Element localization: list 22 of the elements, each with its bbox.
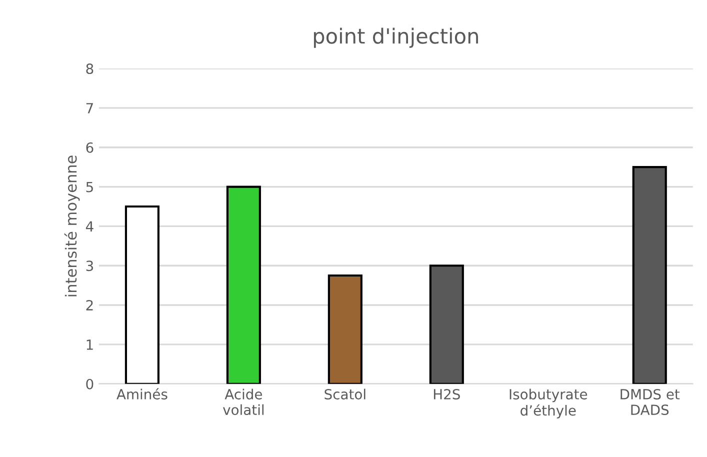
bar [632, 166, 667, 384]
bar [226, 186, 261, 384]
bar [124, 205, 160, 384]
bar [328, 274, 362, 384]
x-tick-label: Scatol [324, 388, 366, 400]
y-axis-title: intensité moyenne [64, 156, 80, 296]
y-tick-label: 1 [86, 340, 93, 350]
x-tick-label: Isobutyrate d’éthyle [510, 388, 588, 418]
chart-title: point d'injection [314, 28, 478, 48]
y-tick-label: 0 [86, 378, 94, 390]
y-tick-label: 2 [86, 300, 93, 310]
y-tick-label: 4 [86, 221, 94, 232]
y-tick-label: 5 [86, 182, 93, 192]
y-tick-label: 8 [86, 64, 94, 74]
y-tick-label: 6 [86, 142, 94, 153]
y-tick-label: 7 [86, 103, 93, 114]
x-tick-label: DMDS et DADS [620, 388, 680, 416]
x-tick-label: Acide volatil [222, 388, 264, 416]
x-tick-label: H2S [434, 388, 460, 400]
bar [429, 264, 464, 384]
y-tick-label: 3 [86, 260, 94, 272]
x-tick-label: Aminés [116, 388, 168, 400]
